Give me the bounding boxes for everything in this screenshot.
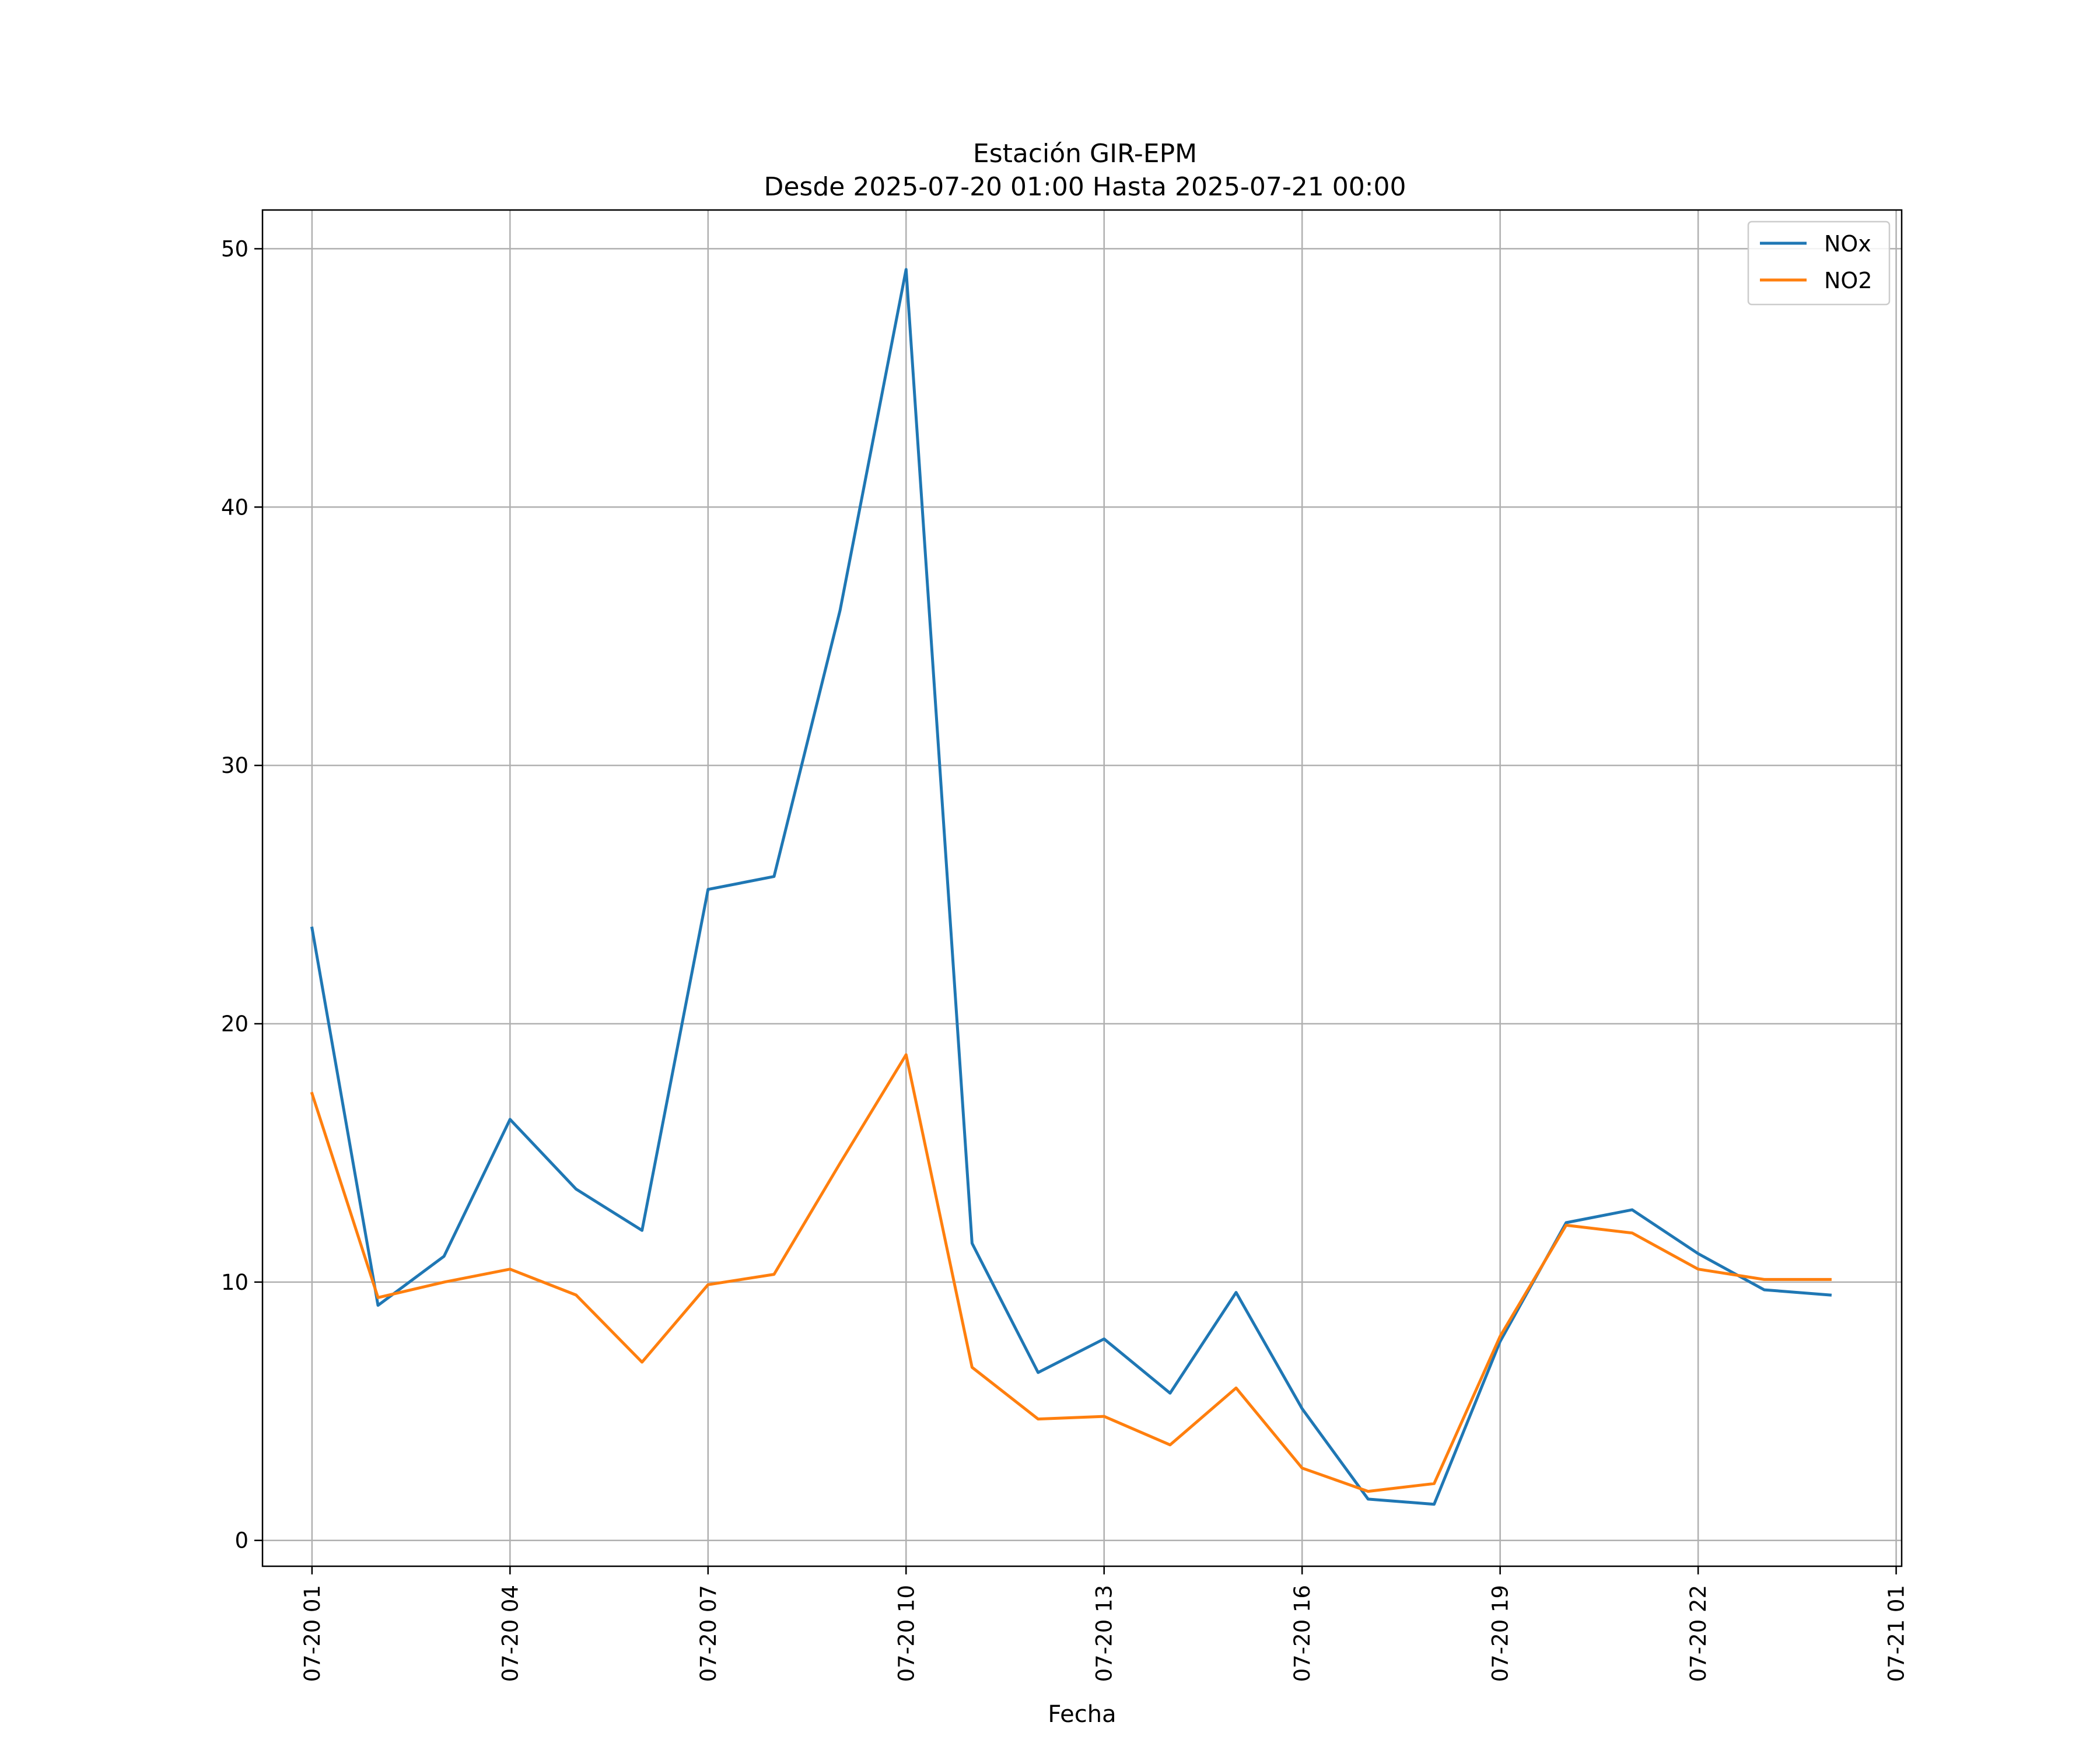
y-tick-label: 50 [221, 236, 249, 261]
y-tick-label: 40 [221, 495, 249, 520]
x-tick-label: 07-20 10 [894, 1585, 919, 1682]
y-axis: 0 10 20 30 40 50 [221, 236, 262, 1553]
x-tick-label: 07-21 01 [1884, 1585, 1909, 1682]
series-lines [310, 268, 1832, 1506]
x-tick-label: 07-20 13 [1092, 1585, 1117, 1682]
x-tick-label: 07-20 04 [498, 1585, 523, 1682]
plot-frame [261, 209, 1903, 1567]
y-tick-label: 20 [221, 1012, 249, 1037]
x-tick-label: 07-20 19 [1488, 1585, 1513, 1682]
legend-label-no2: NO2 [1824, 268, 1873, 293]
x-tick-label: 07-20 07 [696, 1585, 721, 1682]
x-tick-label: 07-20 01 [300, 1585, 325, 1682]
y-tick-label: 0 [235, 1528, 249, 1553]
x-axis: 07-20 01 07-20 04 07-20 07 07-20 10 07-20 13… [300, 1566, 1909, 1682]
grid-lines [262, 210, 1902, 1566]
legend-label-nox: NOx [1824, 231, 1871, 257]
y-tick-label: 30 [221, 753, 249, 778]
series-line-no2 [310, 1053, 1832, 1493]
x-tick-label: 07-20 16 [1290, 1585, 1315, 1682]
x-tick-label: 07-20 22 [1686, 1585, 1711, 1682]
chart-subtitle: Desde 2025-07-20 01:00 Hasta 2025-07-21 … [764, 172, 1406, 202]
series-line-nox [310, 268, 1832, 1506]
y-tick-label: 10 [221, 1270, 249, 1295]
legend: NOx NO2 [1747, 220, 1891, 306]
x-axis-label: Fecha [1048, 1701, 1116, 1728]
chart-title: Estación GIR-EPM [973, 139, 1197, 169]
